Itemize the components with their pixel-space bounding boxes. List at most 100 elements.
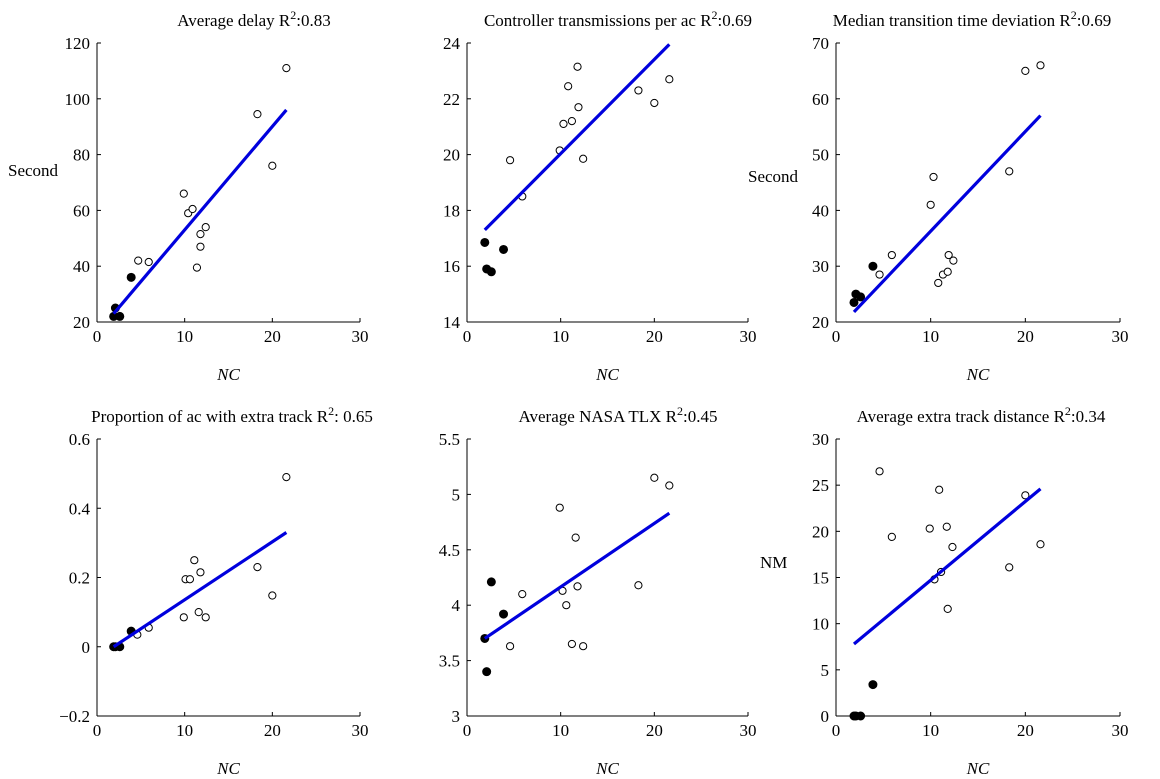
x-tick-label: 10 bbox=[922, 721, 939, 740]
hollow-point bbox=[943, 267, 952, 276]
r2-value: : 0.65 bbox=[334, 407, 373, 426]
x-axis-label: NC bbox=[595, 759, 619, 778]
chart-title-text: Median transition time deviation bbox=[833, 11, 1060, 30]
r2-label: R bbox=[700, 11, 712, 30]
chart-title: Proportion of ac with extra track R2: 0.… bbox=[91, 404, 373, 426]
x-tick-label: 10 bbox=[552, 327, 569, 346]
x-tick-label: 30 bbox=[740, 327, 757, 346]
x-axis-label: NC bbox=[216, 759, 240, 778]
chart-title: Controller transmissions per ac R2:0.69 bbox=[484, 8, 752, 30]
x-tick-label: 30 bbox=[352, 721, 369, 740]
hollow-point bbox=[875, 270, 884, 279]
r2-value: :0.69 bbox=[718, 11, 752, 30]
x-tick-label: 20 bbox=[646, 721, 663, 740]
hollow-point bbox=[559, 119, 568, 129]
y-tick-label: 18 bbox=[443, 201, 460, 220]
y-tick-label: 70 bbox=[812, 34, 829, 53]
y-tick-label: 20 bbox=[812, 313, 829, 332]
chart-title-text: Controller transmissions per ac bbox=[484, 11, 700, 30]
x-tick-label: 0 bbox=[832, 721, 841, 740]
filled-point bbox=[856, 711, 866, 721]
hollow-point bbox=[887, 532, 896, 541]
x-tick-label: 20 bbox=[646, 327, 663, 346]
y-tick-label: 3.5 bbox=[439, 652, 460, 671]
y-tick-label: 0 bbox=[82, 638, 91, 657]
chart-panel-6: 0 10 20 30 0 5 10 15 20 25 30 Average extra track d… bbox=[760, 404, 1129, 778]
hollow-point bbox=[944, 250, 953, 260]
hollow-point bbox=[253, 563, 262, 572]
x-tick-label: 0 bbox=[832, 327, 841, 346]
hollow-point bbox=[562, 601, 571, 610]
x-axis-label: NC bbox=[966, 365, 990, 384]
r2-superscript: 2 bbox=[290, 8, 296, 22]
hollow-point bbox=[650, 473, 659, 482]
hollow-point bbox=[282, 472, 291, 482]
chart-title-text: Average NASA TLX bbox=[519, 407, 666, 426]
regression-line bbox=[112, 108, 288, 315]
hollow-point bbox=[634, 86, 643, 95]
hollow-point bbox=[268, 161, 277, 170]
hollow-point bbox=[201, 223, 210, 232]
hollow-point bbox=[929, 172, 938, 182]
r2-superscript: 2 bbox=[677, 404, 683, 418]
y-tick-label: 50 bbox=[812, 146, 829, 165]
y-tick-label: 15 bbox=[812, 569, 829, 588]
hollow-point bbox=[579, 642, 588, 651]
hollow-point bbox=[887, 250, 896, 260]
hollow-point bbox=[505, 642, 515, 651]
x-tick-label: 20 bbox=[1017, 721, 1034, 740]
x-tick-label: 10 bbox=[552, 721, 569, 740]
r2-label: R bbox=[279, 11, 291, 30]
hollow-point bbox=[926, 200, 935, 209]
hollow-point bbox=[1005, 167, 1014, 176]
chart-title: Average NASA TLX R2:0.45 bbox=[519, 404, 718, 426]
hollow-point bbox=[650, 98, 659, 108]
filled-point bbox=[868, 680, 878, 690]
hollow-point bbox=[253, 110, 262, 119]
y-axis-label: Second bbox=[748, 167, 799, 186]
y-tick-label: 40 bbox=[73, 257, 90, 276]
hollow-point bbox=[555, 503, 564, 512]
filled-point bbox=[486, 577, 496, 587]
hollow-point bbox=[190, 556, 199, 565]
chart-title-text: Proportion of ac with extra track bbox=[91, 407, 317, 426]
hollow-point bbox=[942, 522, 951, 531]
y-tick-label: 5 bbox=[821, 661, 830, 680]
hollow-point bbox=[196, 230, 205, 239]
hollow-point bbox=[935, 485, 944, 494]
filled-point bbox=[849, 297, 859, 307]
hollow-point bbox=[934, 278, 943, 288]
hollow-point bbox=[518, 590, 527, 599]
x-tick-label: 20 bbox=[1017, 327, 1034, 346]
hollow-point bbox=[948, 542, 957, 552]
hollow-point bbox=[579, 154, 588, 163]
filled-point bbox=[486, 267, 496, 277]
x-axis-label: NC bbox=[966, 759, 990, 778]
r2-label: R bbox=[317, 407, 329, 426]
regression-line bbox=[112, 531, 288, 649]
hollow-point bbox=[567, 639, 577, 649]
hollow-point bbox=[943, 604, 952, 613]
y-tick-label: 40 bbox=[812, 201, 829, 220]
y-tick-label: 4 bbox=[452, 596, 461, 615]
r2-value: :0.69 bbox=[1077, 11, 1111, 30]
y-tick-label: 24 bbox=[443, 34, 461, 53]
hollow-point bbox=[196, 242, 205, 251]
y-tick-label: 0.4 bbox=[69, 499, 91, 518]
x-tick-label: 10 bbox=[922, 327, 939, 346]
r2-value: :0.34 bbox=[1071, 407, 1106, 426]
x-tick-label: 0 bbox=[463, 721, 472, 740]
chart-title-text: Average extra track distance bbox=[857, 407, 1054, 426]
hollow-point bbox=[179, 189, 188, 198]
hollow-point bbox=[567, 117, 577, 126]
x-tick-label: 10 bbox=[176, 327, 193, 346]
r2-superscript: 2 bbox=[712, 8, 718, 22]
y-tick-label: 5.5 bbox=[439, 430, 460, 449]
chart-title: Median transition time deviation R2:0.69 bbox=[833, 8, 1111, 30]
x-tick-label: 30 bbox=[352, 327, 369, 346]
r2-value: :0.83 bbox=[296, 11, 330, 30]
filled-point bbox=[856, 292, 866, 302]
